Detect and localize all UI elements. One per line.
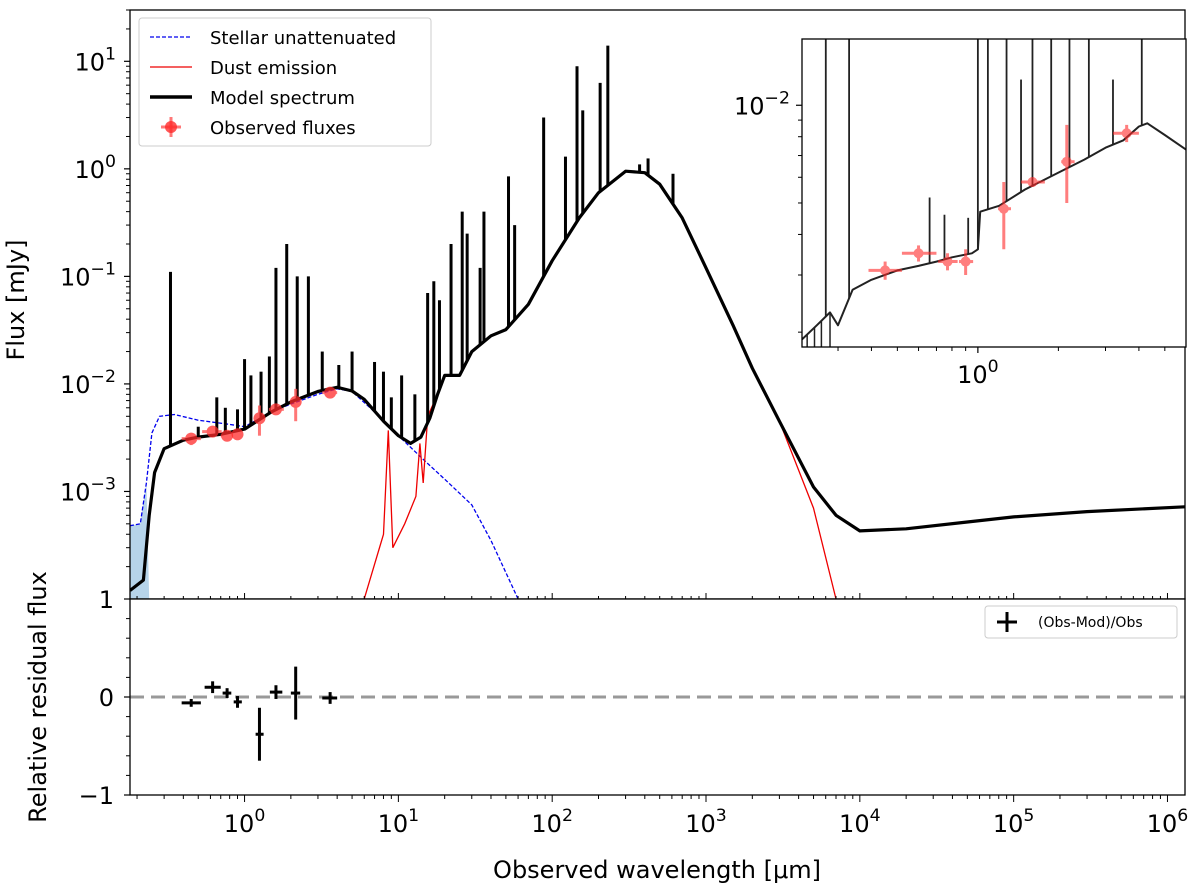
main-ytick-label: 101 <box>74 45 116 77</box>
legend-swatch-observed <box>161 117 181 137</box>
residual-xtick-label: 105 <box>993 806 1035 838</box>
inset-observed-point <box>998 182 1012 250</box>
observed-flux-point <box>322 386 338 399</box>
residual-ytick-label: 0 <box>99 684 114 712</box>
residual-point <box>204 681 221 694</box>
residual-legend: (Obs-Mod)/Obs <box>984 605 1178 639</box>
residual-xtick-label: 106 <box>1147 806 1189 838</box>
inset-panel: 10−2 100 <box>734 38 1187 389</box>
residual-xtick-label: 104 <box>839 806 881 838</box>
main-axes: 10−3 10−2 10−1 100 101 <box>60 9 1168 599</box>
observed-flux-point <box>202 425 222 438</box>
inset-observed-point <box>1021 177 1045 188</box>
residual-xtick-label: 100 <box>224 806 266 838</box>
main-ytick-label: 10−1 <box>60 260 116 292</box>
residual-xlabel: Observed wavelength [μm] <box>493 856 821 884</box>
main-ylabel: Flux [mJy] <box>2 240 30 361</box>
observed-flux-point <box>253 405 266 436</box>
residual-point <box>222 688 232 698</box>
residual-xtick-label: 103 <box>685 806 727 838</box>
legend-label-dust: Dust emission <box>210 58 337 79</box>
inset-ytick-label: 10−2 <box>734 88 790 120</box>
inset-observed-point <box>958 249 974 275</box>
observed-flux-point <box>220 429 234 442</box>
residual-ytick-label: −1 <box>79 782 114 810</box>
legend-label-model: Model spectrum <box>210 88 355 109</box>
inset-observed-point <box>1112 124 1139 143</box>
main-ytick-label: 10−2 <box>60 367 116 399</box>
observed-flux-point <box>231 428 244 441</box>
observed-flux-point <box>289 388 302 422</box>
residual-point <box>269 685 283 699</box>
main-ytick-label: 100 <box>74 152 116 184</box>
residual-axes: −1 0 1 100 101 102 103 104 105 106 <box>79 586 1189 838</box>
residual-plot-area <box>130 666 1185 761</box>
residual-point <box>322 692 338 704</box>
inset-observed-point <box>901 245 937 262</box>
main-legend: Stellar unattenuated Dust emission Model… <box>138 17 432 147</box>
main-plot-area <box>130 45 1185 599</box>
residual-point <box>290 666 301 720</box>
residual-ylabel: Relative residual flux <box>24 571 52 823</box>
inset-observed-point <box>868 261 902 280</box>
residual-point <box>233 696 242 708</box>
residual-point <box>181 698 201 707</box>
main-ytick-label: 10−3 <box>60 475 116 507</box>
residual-panel: −1 0 1 100 101 102 103 104 105 106 Relative resid… <box>24 571 1188 884</box>
residual-xtick-label: 102 <box>531 806 573 838</box>
observed-flux-point <box>181 432 201 446</box>
residual-ytick-label: 1 <box>99 586 114 614</box>
inset-plot-area <box>802 39 1186 347</box>
inset-xtick-label: 100 <box>957 357 999 389</box>
residual-legend-label: (Obs-Mod)/Obs <box>1038 615 1143 631</box>
residual-xtick-label: 101 <box>378 806 420 838</box>
residual-point <box>255 707 264 761</box>
legend-label-observed: Observed fluxes <box>210 118 356 139</box>
inset-axes: 10−2 100 <box>734 88 1166 389</box>
inset-observed-point <box>938 253 958 271</box>
inset-observed-point <box>1061 124 1075 203</box>
observed-flux-point <box>268 403 284 416</box>
legend-label-stellar: Stellar unattenuated <box>210 28 396 49</box>
